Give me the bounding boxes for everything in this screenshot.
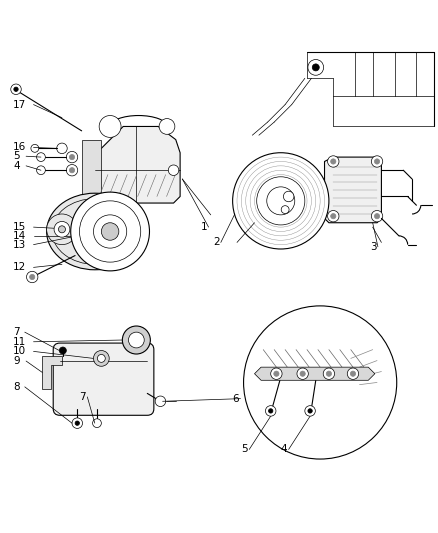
Text: 15: 15 [13, 222, 26, 232]
Circle shape [69, 155, 74, 160]
Circle shape [66, 165, 78, 176]
Circle shape [29, 274, 35, 280]
Circle shape [11, 84, 21, 94]
Circle shape [26, 271, 38, 282]
Text: 2: 2 [212, 237, 219, 247]
Text: 10: 10 [13, 346, 26, 357]
Circle shape [299, 371, 304, 376]
Text: 14: 14 [13, 231, 26, 241]
Circle shape [57, 143, 67, 154]
Text: 7: 7 [13, 327, 20, 337]
Text: 5: 5 [241, 445, 247, 455]
Circle shape [273, 371, 279, 376]
Circle shape [307, 60, 323, 75]
Circle shape [75, 421, 79, 425]
Polygon shape [254, 367, 374, 380]
Circle shape [325, 371, 331, 376]
Circle shape [296, 368, 307, 379]
Circle shape [54, 221, 70, 237]
Circle shape [92, 419, 101, 427]
Circle shape [270, 368, 282, 379]
Circle shape [311, 64, 318, 71]
Circle shape [59, 347, 66, 354]
Circle shape [72, 418, 82, 429]
Circle shape [307, 409, 311, 413]
Text: 1: 1 [200, 222, 207, 232]
Circle shape [266, 187, 294, 215]
Circle shape [327, 211, 338, 222]
Circle shape [159, 118, 174, 134]
Text: 12: 12 [13, 262, 26, 272]
Text: 17: 17 [13, 100, 26, 110]
Circle shape [281, 206, 288, 214]
Polygon shape [324, 157, 381, 223]
Circle shape [330, 159, 335, 164]
Text: 6: 6 [232, 394, 239, 403]
Text: 5: 5 [13, 151, 20, 161]
Circle shape [58, 226, 65, 233]
Ellipse shape [46, 193, 143, 270]
Circle shape [374, 159, 379, 164]
Circle shape [31, 144, 39, 152]
Circle shape [46, 214, 77, 245]
Circle shape [265, 406, 276, 416]
Text: 16: 16 [13, 142, 26, 152]
Circle shape [346, 368, 358, 379]
Circle shape [330, 214, 335, 219]
Polygon shape [95, 126, 180, 203]
Polygon shape [42, 356, 62, 389]
Circle shape [350, 371, 355, 376]
Circle shape [66, 151, 78, 163]
Circle shape [93, 215, 127, 248]
Circle shape [14, 87, 18, 92]
Circle shape [371, 211, 382, 222]
Circle shape [71, 192, 149, 271]
Circle shape [268, 409, 272, 413]
Circle shape [374, 214, 379, 219]
Circle shape [168, 165, 178, 175]
Circle shape [93, 351, 109, 366]
Circle shape [322, 368, 334, 379]
Text: 4: 4 [280, 445, 287, 455]
Circle shape [36, 153, 45, 161]
Circle shape [371, 156, 382, 167]
Circle shape [327, 156, 338, 167]
Text: 4: 4 [13, 161, 20, 171]
Text: 13: 13 [13, 240, 26, 249]
Circle shape [128, 332, 144, 348]
Text: 11: 11 [13, 337, 26, 347]
Circle shape [256, 177, 304, 225]
Text: 3: 3 [370, 242, 376, 252]
Circle shape [101, 223, 119, 240]
Text: 8: 8 [13, 382, 20, 392]
FancyBboxPatch shape [53, 343, 153, 415]
Circle shape [122, 326, 150, 354]
Circle shape [69, 167, 74, 173]
Circle shape [304, 406, 314, 416]
Circle shape [99, 116, 121, 138]
Text: 9: 9 [13, 356, 20, 366]
Circle shape [155, 396, 165, 407]
Circle shape [36, 166, 45, 175]
Polygon shape [81, 140, 101, 201]
Circle shape [97, 354, 105, 362]
Text: 7: 7 [79, 392, 86, 402]
Circle shape [283, 191, 293, 201]
Circle shape [243, 306, 396, 459]
Circle shape [232, 153, 328, 249]
